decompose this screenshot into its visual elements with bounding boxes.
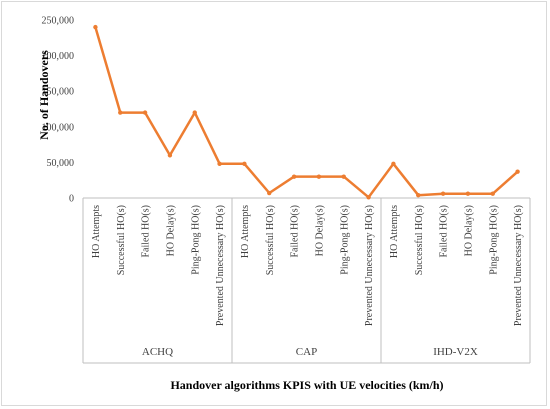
category-label: HO Attempts	[389, 205, 400, 258]
category-label: Successful HO(s)	[414, 205, 425, 275]
data-point	[391, 161, 396, 167]
category-label: Prevented Unnecessary HO(s)	[364, 205, 375, 326]
category-label: Prevented Unnecessary HO(s)	[513, 205, 524, 326]
category-label: Failed HO(s)	[290, 205, 301, 258]
category-label: Successful HO(s)	[265, 205, 276, 275]
category-label: Failed HO(s)	[141, 205, 152, 258]
data-point	[366, 195, 371, 200]
category-labels: HO Attempts Successful HO(s) Failed HO(s) H…	[91, 205, 524, 326]
data-point	[416, 192, 421, 198]
category-label: HO Delay(s)	[314, 205, 325, 256]
data-point	[515, 169, 520, 174]
series-line	[94, 26, 519, 199]
data-point	[291, 174, 297, 179]
category-label: Ping-Pong HO(s)	[190, 205, 201, 275]
data-point	[118, 110, 123, 115]
group-label: CAP	[296, 346, 317, 358]
data-point	[267, 190, 272, 196]
y-tick-label: 0	[69, 194, 74, 205]
group-label: IHD-V2X	[433, 346, 478, 358]
y-tick-label: 50,000	[47, 158, 75, 169]
y-tick-labels: 0 50,000 100,000 150,000 200,000 250,000	[42, 16, 75, 205]
group-label: ACHQ	[142, 346, 173, 358]
category-label: Failed HO(s)	[439, 205, 450, 258]
y-tick-label: 250,000	[42, 16, 75, 27]
data-point	[142, 110, 148, 115]
axes	[82, 197, 531, 364]
series	[93, 24, 520, 200]
category-label: Successful HO(s)	[116, 205, 127, 275]
category-label: HO Attempts	[240, 205, 251, 258]
data-point	[465, 191, 471, 196]
category-label: HO Attempts	[91, 205, 102, 258]
data-point	[242, 161, 247, 167]
data-point	[217, 161, 222, 167]
data-point	[192, 110, 197, 115]
category-label: Prevented Unnecessary HO(s)	[215, 205, 226, 326]
category-label: HO Delay(s)	[165, 205, 176, 256]
data-point	[167, 153, 173, 158]
group-labels: ACHQ CAP IHD-V2X	[142, 346, 478, 358]
y-tick-label: 100,000	[42, 122, 75, 133]
x-axis-title: Handover algorithms KPIS with UE velocit…	[170, 378, 443, 392]
data-point	[93, 24, 98, 30]
y-tick-label: 150,000	[42, 87, 75, 98]
data-point	[440, 191, 446, 196]
y-tick-label: 200,000	[42, 51, 75, 62]
category-label: Ping-Pong HO(s)	[339, 205, 350, 275]
category-label: HO Delay(s)	[463, 205, 474, 256]
y-axis-title: No. of Handovers	[37, 50, 51, 140]
data-point	[490, 191, 495, 196]
data-point	[341, 174, 346, 179]
data-point	[316, 174, 322, 179]
category-label: Ping-Pong HO(s)	[488, 205, 499, 275]
